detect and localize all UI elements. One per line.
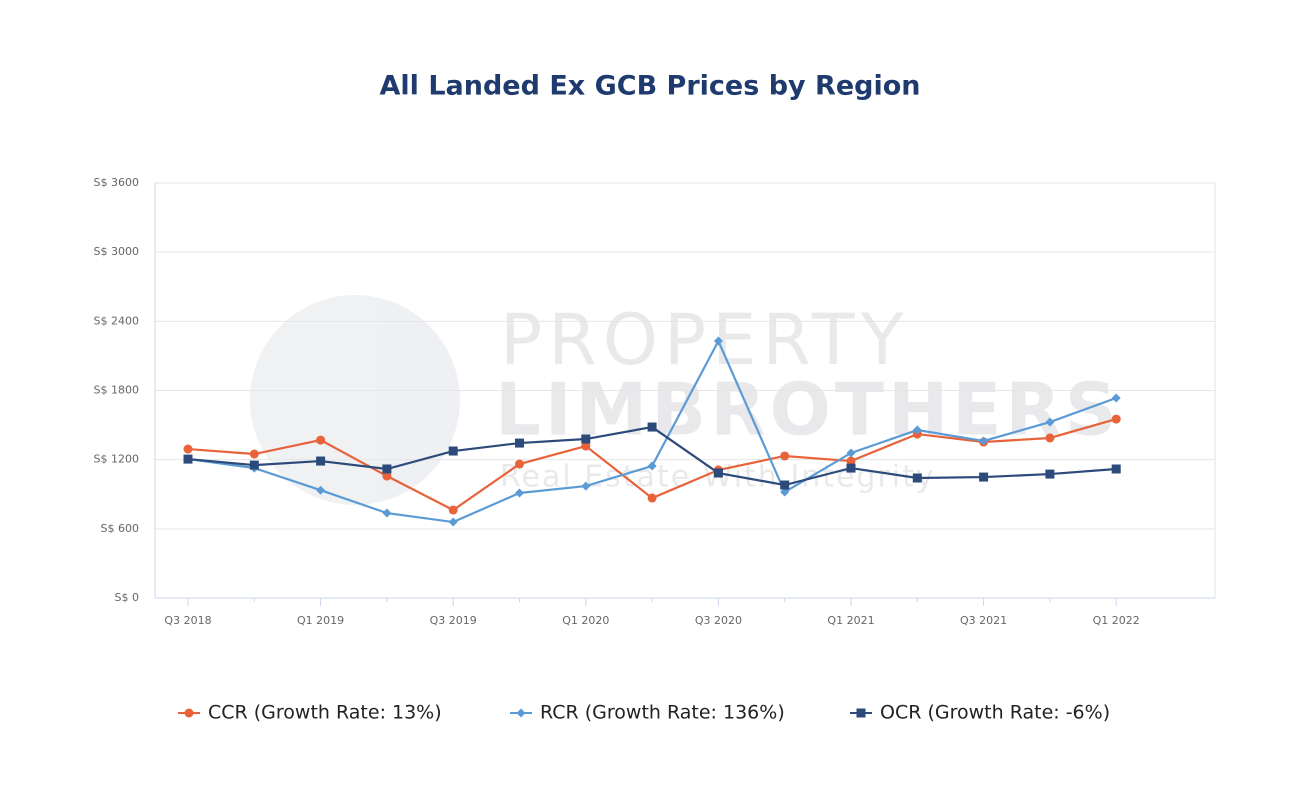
x-tick-label: Q1 2019: [297, 614, 344, 627]
point: [316, 456, 326, 466]
point: [1111, 414, 1121, 424]
point: [647, 461, 657, 471]
point: [515, 438, 524, 448]
y-tick-label: S$ 3600: [94, 176, 139, 189]
point: [581, 441, 591, 451]
point: [382, 464, 392, 474]
point: [780, 451, 790, 461]
x-tick-label: Q3 2021: [960, 614, 1007, 627]
legend-marker: [184, 708, 194, 718]
point: [713, 336, 723, 346]
y-tick-label: S$ 1200: [94, 453, 139, 466]
x-tick-label: Q3 2018: [164, 614, 211, 627]
y-tick-label: S$ 600: [101, 522, 139, 535]
point: [581, 434, 591, 444]
point: [581, 481, 591, 491]
y-tick-label: S$ 2400: [94, 314, 139, 327]
point: [647, 422, 657, 432]
point: [382, 471, 392, 481]
x-tick-label: Q3 2019: [430, 614, 477, 627]
point: [1111, 393, 1121, 403]
point: [382, 508, 392, 518]
legend-marker: [856, 708, 866, 718]
legend-label: RCR (Growth Rate: 136%): [540, 702, 785, 724]
point: [647, 493, 657, 503]
point: [1045, 417, 1055, 427]
watermark-logo: [250, 295, 460, 505]
y-tick-label: S$ 3000: [94, 245, 139, 258]
point: [846, 456, 856, 466]
point: [979, 472, 989, 482]
legend-marker: [516, 708, 526, 718]
legend-label: OCR (Growth Rate: -6%): [880, 702, 1110, 724]
legend-label: CCR (Growth Rate: 13%): [208, 702, 442, 724]
point: [912, 425, 922, 435]
point: [515, 459, 524, 469]
point: [780, 480, 790, 490]
x-tick-label: Q1 2022: [1093, 614, 1140, 627]
point: [183, 454, 193, 464]
point: [183, 444, 193, 454]
x-tick-label: Q1 2020: [562, 614, 609, 627]
point: [846, 463, 856, 473]
point: [448, 517, 458, 527]
point: [1045, 433, 1055, 443]
point: [713, 468, 723, 478]
point: [249, 449, 259, 459]
point: [448, 446, 458, 456]
chart-title: All Landed Ex GCB Prices by Region: [380, 71, 921, 102]
watermark-text: PROPERTY: [500, 299, 909, 381]
y-tick-label: S$ 1800: [94, 384, 139, 397]
x-tick-label: Q1 2021: [827, 614, 874, 627]
point: [448, 505, 458, 515]
x-tick-label: Q3 2020: [695, 614, 742, 627]
y-tick-label: S$ 0: [115, 591, 139, 604]
point: [316, 485, 326, 495]
point: [515, 488, 524, 498]
point: [1045, 469, 1055, 479]
point: [912, 473, 922, 483]
point: [979, 436, 989, 446]
point: [1111, 464, 1121, 474]
point: [780, 487, 790, 497]
point: [316, 435, 326, 445]
point: [249, 460, 259, 470]
point: [846, 448, 856, 458]
